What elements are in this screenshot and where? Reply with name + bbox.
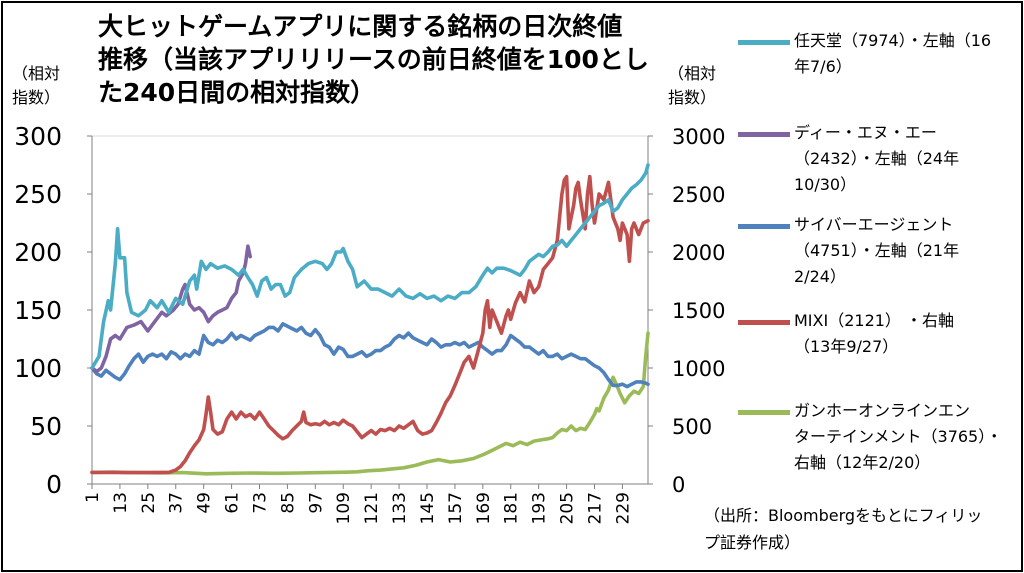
x-tick-label: 217 bbox=[585, 492, 605, 524]
x-tick-label: 25 bbox=[139, 492, 159, 514]
left-tick-label: 200 bbox=[14, 238, 62, 267]
legend-label: ディー・エヌ・エー （2432）・左軸（24年 10/30） bbox=[794, 123, 960, 194]
legend-label: 任天堂（7974）・左軸（16 年7/6） bbox=[794, 31, 992, 76]
legend-label: MIXI（2121） ・右軸 （13年9/27） bbox=[794, 311, 955, 356]
x-tick-label: 169 bbox=[474, 492, 494, 524]
x-tick-label: 73 bbox=[250, 492, 270, 514]
x-tick-label: 1 bbox=[83, 492, 103, 503]
x-tick-label: 181 bbox=[502, 492, 522, 524]
x-tick-label: 193 bbox=[530, 492, 550, 524]
legend-swatch bbox=[738, 410, 790, 415]
chart-title: 大ヒットゲームアプリに関する銘柄の日次終値 推移（当該アプリリリースの前日終値を… bbox=[98, 12, 649, 107]
series-line-3 bbox=[90, 174, 650, 475]
series-line-0 bbox=[90, 163, 650, 370]
x-tick-label: 85 bbox=[278, 492, 298, 514]
series-line-2 bbox=[90, 322, 650, 389]
x-tick-label: 49 bbox=[195, 492, 215, 514]
x-tick-label: 37 bbox=[167, 492, 187, 514]
right-tick-label: 1000 bbox=[672, 357, 725, 381]
right-axis-label: （相対 指数） bbox=[668, 64, 717, 107]
series-line-1 bbox=[90, 244, 252, 374]
legend-swatch bbox=[738, 132, 790, 137]
left-tick-label: 250 bbox=[14, 180, 62, 209]
left-tick-label: 100 bbox=[14, 354, 62, 383]
legend-swatch bbox=[738, 224, 790, 229]
x-tick-label: 145 bbox=[418, 492, 438, 524]
legend-swatch bbox=[738, 40, 790, 45]
x-tick-label: 157 bbox=[446, 492, 466, 524]
right-tick-label: 0 bbox=[672, 473, 685, 497]
x-tick-label: 229 bbox=[613, 492, 633, 524]
x-tick-label: 97 bbox=[306, 492, 326, 514]
x-tick-label: 121 bbox=[362, 492, 382, 524]
right-tick-label: 2500 bbox=[672, 183, 725, 207]
left-tick-label: 300 bbox=[14, 122, 62, 151]
legend-label: ガンホーオンラインエン ターテインメント（3765）・ 右軸（12年2/20） bbox=[794, 401, 1003, 472]
source-note: （出所：Bloombergをもとにフィリッ プ証券作成） bbox=[704, 506, 983, 552]
right-tick-label: 3000 bbox=[672, 125, 725, 149]
right-tick-label: 500 bbox=[672, 415, 712, 439]
x-tick-label: 133 bbox=[390, 492, 410, 524]
x-tick-label: 109 bbox=[334, 492, 354, 524]
x-tick-label: 61 bbox=[223, 492, 243, 514]
legend-swatch bbox=[738, 320, 790, 325]
x-tick-label: 13 bbox=[111, 492, 131, 514]
left-axis-label: （相対 指数） bbox=[12, 64, 61, 107]
left-tick-label: 150 bbox=[14, 296, 62, 325]
left-tick-label: 50 bbox=[30, 412, 62, 441]
right-tick-label: 2000 bbox=[672, 241, 725, 265]
x-tick-label: 205 bbox=[558, 492, 578, 524]
legend-label: サイバーエージェント （4751）・左軸（21年 2/24） bbox=[794, 215, 960, 286]
right-tick-label: 1500 bbox=[672, 299, 725, 323]
left-tick-label: 0 bbox=[46, 470, 62, 499]
series-line-4 bbox=[90, 331, 650, 476]
